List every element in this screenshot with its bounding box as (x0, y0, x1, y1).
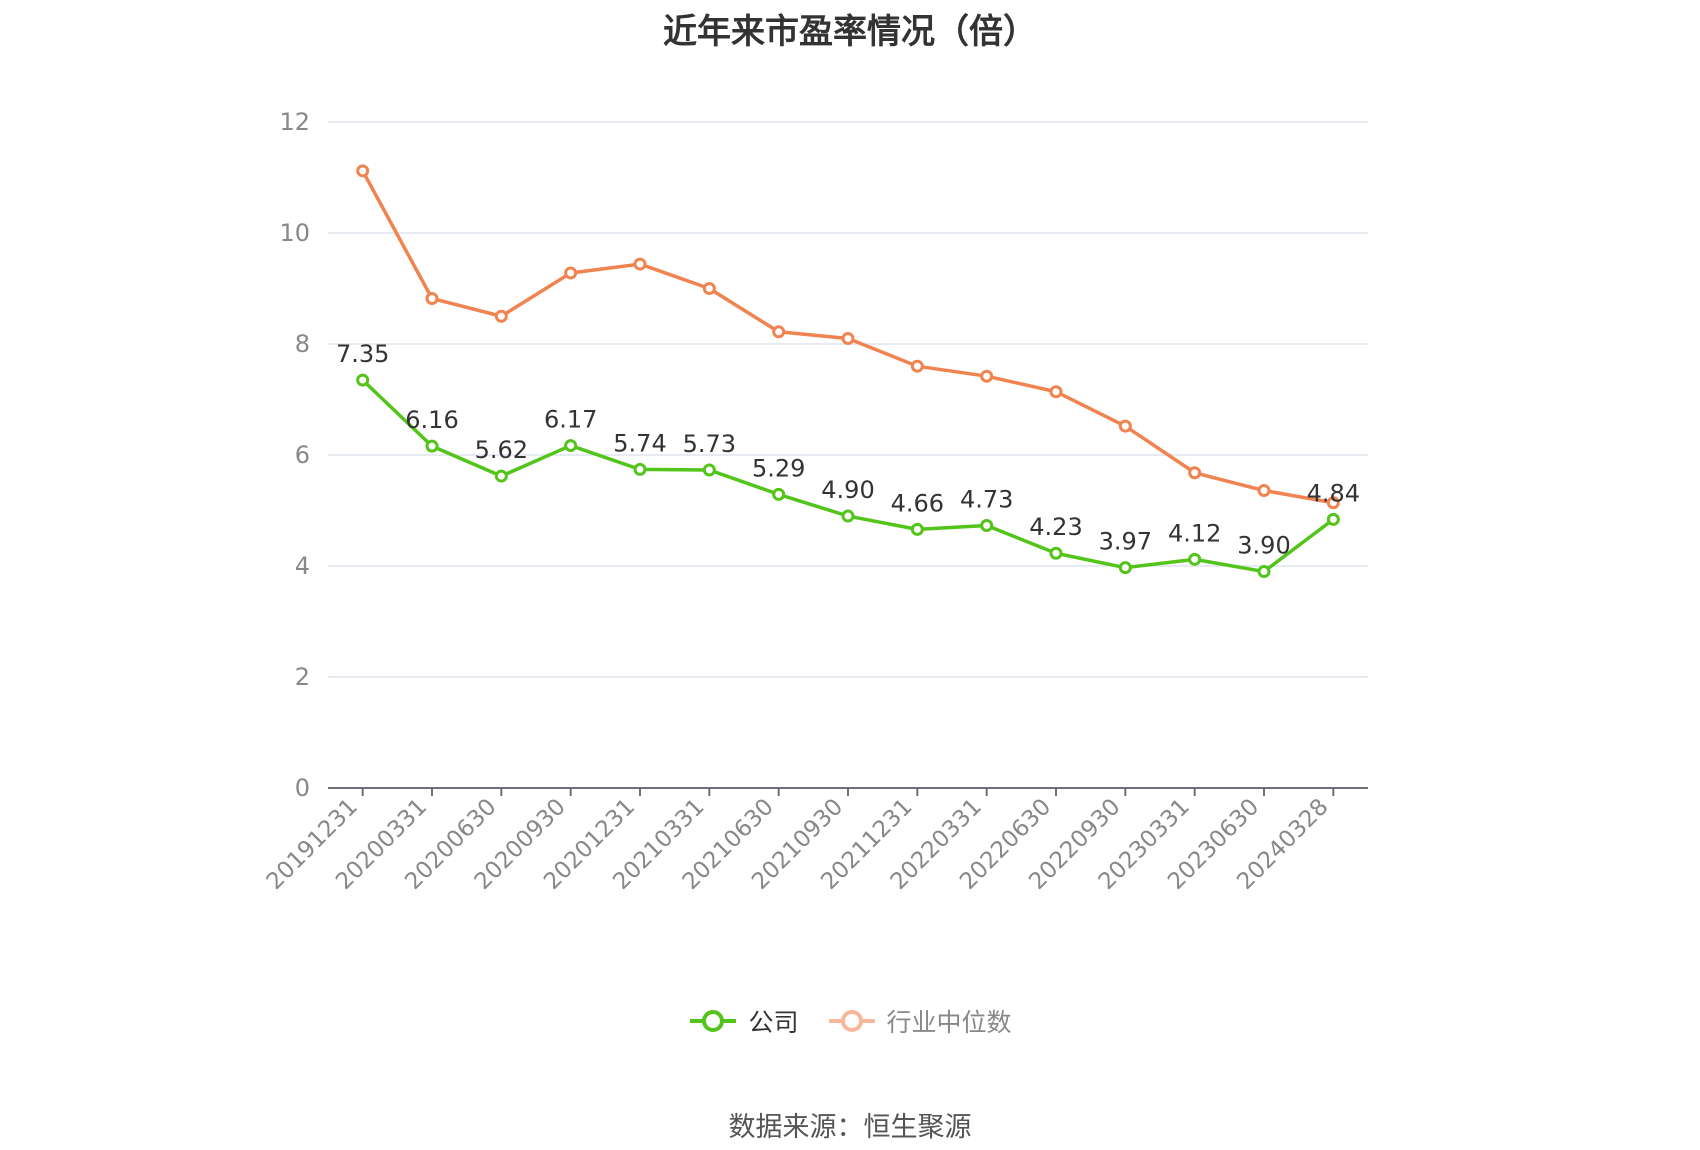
data-point-company (494, 469, 508, 483)
y-tick-label: 12 (279, 108, 310, 136)
legend-company-label: 公司 (748, 1008, 799, 1037)
data-point-industry (772, 325, 786, 339)
data-source: 数据来源：恒生聚源 (728, 1112, 972, 1143)
data-label: 6.17 (544, 406, 597, 434)
data-label: 3.90 (1237, 532, 1290, 560)
data-point-company (356, 373, 370, 387)
data-point-industry (425, 291, 439, 305)
data-point-industry (980, 369, 994, 383)
data-point-industry (1188, 466, 1202, 480)
data-point-company (564, 439, 578, 453)
data-labels: 7.35 6.16 5.62 6.17 5.74 5.73 5.29 4.90 4.66 4.73… (336, 340, 1360, 559)
data-point-company (1188, 552, 1202, 566)
data-label: 4.84 (1307, 479, 1360, 507)
data-point-company (841, 509, 855, 523)
data-point-company (772, 487, 786, 501)
data-point-company (702, 463, 716, 477)
y-tick-label: 8 (295, 330, 310, 358)
data-label: 4.90 (821, 476, 874, 504)
data-point-industry (633, 257, 647, 271)
data-point-company (633, 462, 647, 476)
data-point-industry (910, 359, 924, 373)
data-label: 3.97 (1099, 528, 1152, 556)
data-label: 7.35 (336, 340, 389, 368)
data-point-company (910, 522, 924, 536)
data-label: 4.23 (1029, 513, 1082, 541)
data-point-industry (1118, 419, 1132, 433)
y-tick-label: 4 (295, 552, 310, 580)
series (356, 164, 1340, 579)
data-point-company (1049, 546, 1063, 560)
legend-item-company[interactable]: 公司 (688, 1003, 799, 1039)
data-label: 5.62 (475, 436, 528, 464)
axes: 0246810122019123120200331202006302020093… (262, 108, 1368, 895)
data-label: 4.73 (960, 485, 1013, 513)
data-point-company (425, 439, 439, 453)
data-label: 5.73 (683, 430, 736, 458)
legend-company-marker-icon (690, 1010, 737, 1032)
data-point-industry (1257, 484, 1271, 498)
data-point-company (980, 518, 994, 532)
data-point-industry (494, 309, 508, 323)
data-label: 6.16 (405, 406, 458, 434)
data-point-industry (702, 282, 716, 295)
data-point-company (1118, 561, 1132, 575)
grid-lines (328, 121, 1368, 678)
legend: 公司 行业中位数 (0, 1003, 1700, 1039)
data-label: 4.12 (1168, 519, 1221, 547)
chart-title: 近年来市盈率情况（倍） (663, 12, 1037, 52)
y-tick-label: 0 (295, 774, 310, 802)
data-point-industry (1326, 496, 1340, 510)
data-point-industry (1049, 385, 1063, 399)
legend-industry-marker-icon (828, 1010, 875, 1032)
y-tick-label: 2 (295, 663, 310, 691)
y-tick-label: 6 (295, 441, 310, 469)
data-label: 5.29 (752, 454, 805, 482)
data-point-company (1257, 565, 1271, 579)
data-label: 5.74 (613, 429, 666, 457)
data-point-industry (356, 164, 370, 178)
data-point-industry (841, 331, 855, 345)
legend-industry-label: 行业中位数 (886, 1008, 1012, 1037)
data-point-industry (564, 266, 578, 280)
y-tick-label: 10 (279, 219, 310, 247)
data-label: 4.66 (891, 489, 944, 517)
legend-item-industry[interactable]: 行业中位数 (827, 1003, 1012, 1039)
data-point-company (1326, 512, 1340, 526)
